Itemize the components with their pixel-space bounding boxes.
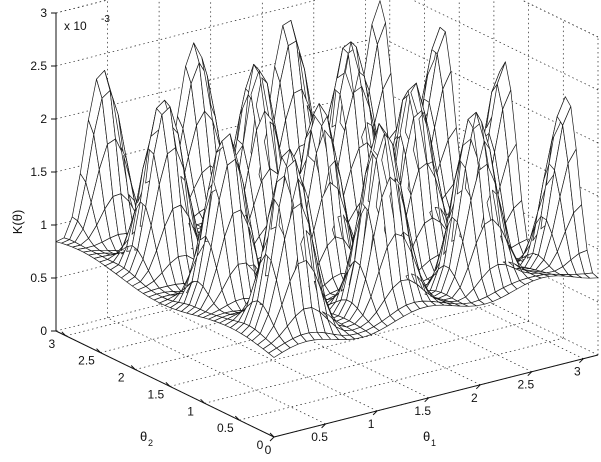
z-tick-label: 0: [40, 324, 47, 338]
x-tick-mark: [269, 436, 275, 442]
z-multiplier-exponent: -3: [101, 14, 110, 25]
z-tick-label: 0.5: [30, 271, 47, 285]
y-tick-mark: [96, 348, 101, 353]
x-axis-label: θ 1: [423, 429, 436, 448]
y-tick-mark: [61, 331, 67, 337]
x-tick-mark: [475, 384, 481, 390]
y-axis-label-sub: 2: [148, 438, 153, 448]
y-tick-mark: [165, 382, 171, 387]
x-axis-label-base: θ: [423, 429, 430, 444]
y-tick-label: 2.5: [78, 354, 95, 368]
x-axis-line: [273, 354, 599, 438]
y-tick-mark: [269, 432, 275, 438]
z-axis-label: K(θ): [10, 210, 25, 235]
x-tick-label: 3: [574, 365, 581, 379]
surface-patch: [584, 272, 599, 279]
x-axis-label-sub: 1: [431, 438, 436, 448]
x-tick-mark: [321, 423, 326, 429]
floor-grid-line: [239, 337, 564, 421]
y-axis-line: [55, 330, 275, 438]
x-tick-label: 0.5: [311, 430, 328, 444]
floor-grid-line: [204, 320, 529, 404]
x-tick-mark: [579, 358, 584, 364]
z-tick-label: 1: [40, 218, 47, 232]
y-tick-label: 2: [118, 371, 125, 385]
side-wall-grid-line: [412, 0, 599, 91]
y-tick-mark: [200, 398, 205, 404]
x-tick-mark: [372, 410, 378, 416]
y-axis-label-base: θ: [140, 429, 147, 444]
z-tick-label: 2.5: [30, 59, 47, 73]
surface-mesh: [55, 0, 599, 358]
box-top-edge: [55, 0, 109, 14]
x-tick-label: 1.5: [414, 404, 431, 418]
x-tick-label: 2: [471, 391, 478, 405]
x-tick-label: 1: [368, 417, 375, 431]
box-top-edge: [521, 0, 599, 38]
x-tick-mark: [527, 371, 533, 377]
x-tick-mark: [424, 397, 430, 403]
z-multiplier: x 10 -3: [64, 14, 110, 33]
back-wall-grid-line: [55, 0, 109, 14]
z-tick-label: 3: [40, 6, 47, 20]
x-tick-label: 0: [265, 443, 272, 457]
z-tick-label: 1.5: [30, 165, 47, 179]
z-multiplier-label: x 10: [64, 19, 87, 33]
y-tick-label: 1: [187, 404, 194, 418]
x-tick-label: 2.5: [517, 378, 534, 392]
y-tick-label: 1.5: [148, 387, 165, 401]
y-tick-mark: [234, 415, 240, 421]
back-wall-grid-line: [55, 36, 381, 120]
y-tick-mark: [130, 365, 136, 370]
floor-grid-line: [169, 304, 494, 387]
back-wall-grid-line: [55, 0, 319, 67]
side-wall-grid-line: [521, 0, 599, 38]
z-tick-label: 2: [40, 112, 47, 126]
y-tick-label: 3: [48, 337, 55, 351]
y-tick-label: 0: [257, 438, 264, 452]
y-axis-label: θ 2: [140, 429, 153, 448]
y-tick-label: 0.5: [217, 421, 234, 435]
